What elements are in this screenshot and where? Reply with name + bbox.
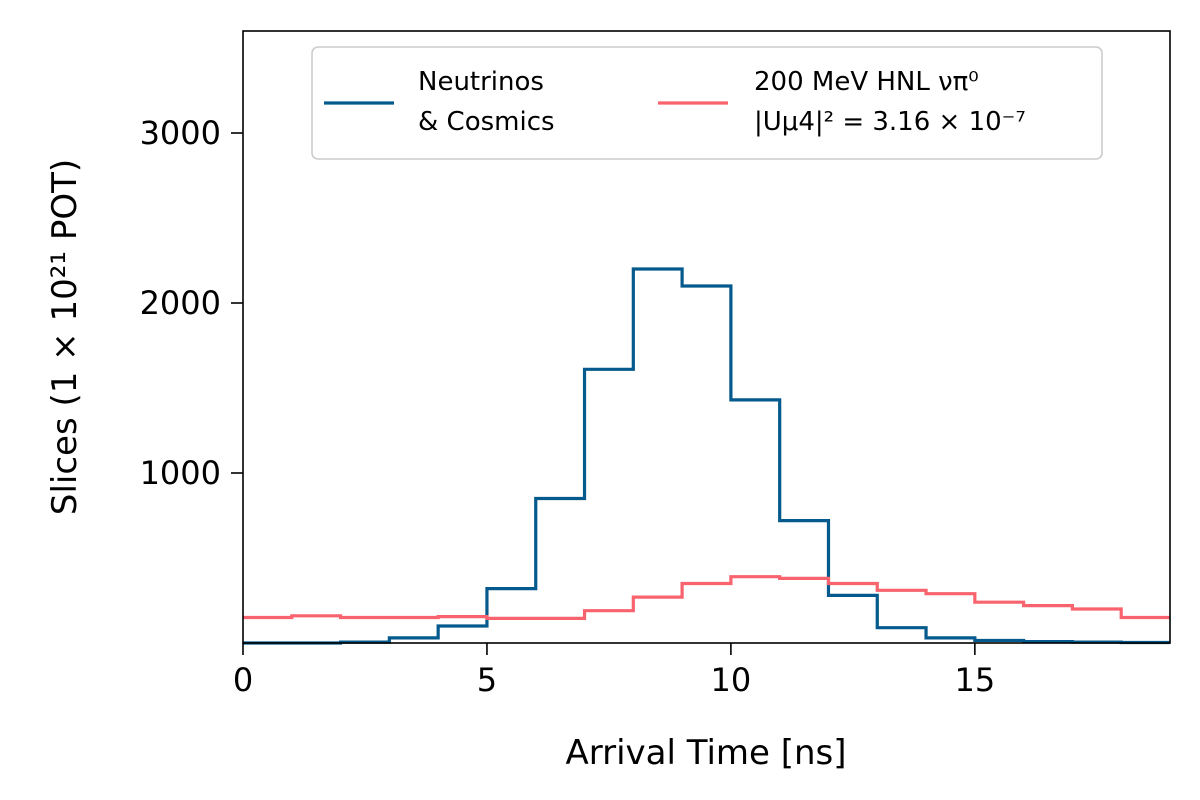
x-tick-label: 0 (233, 661, 253, 699)
ticks-layer: 0 5 10 15 1000 2000 3000 (140, 114, 996, 699)
x-tick-label: 5 (477, 661, 497, 699)
x-tick-label: 10 (711, 661, 752, 699)
series-layer (243, 267, 1170, 645)
y-tick-label: 3000 (140, 114, 221, 152)
axes-frame (242, 30, 1171, 644)
y-axis-label: Slices (1 × 10²¹ POT) (45, 159, 85, 515)
series-line-1 (243, 267, 1170, 645)
x-tick-label: 15 (954, 661, 995, 699)
legend: Neutrinos & Cosmics 200 MeV HNL νπ⁰ |Uμ4|² … (311, 46, 1103, 160)
y-tick-label: 2000 (140, 284, 221, 322)
axes-layer (242, 30, 1171, 644)
legend-label-1: Neutrinos & Cosmics (418, 67, 555, 137)
legend-label-2: 200 MeV HNL νπ⁰ |Uμ4|² = 3.16 × 10⁻⁷ (754, 67, 1026, 137)
x-axis-label: Arrival Time [ns] (565, 733, 846, 773)
y-tick-label: 1000 (140, 454, 221, 492)
series-line-2 (243, 575, 1170, 620)
